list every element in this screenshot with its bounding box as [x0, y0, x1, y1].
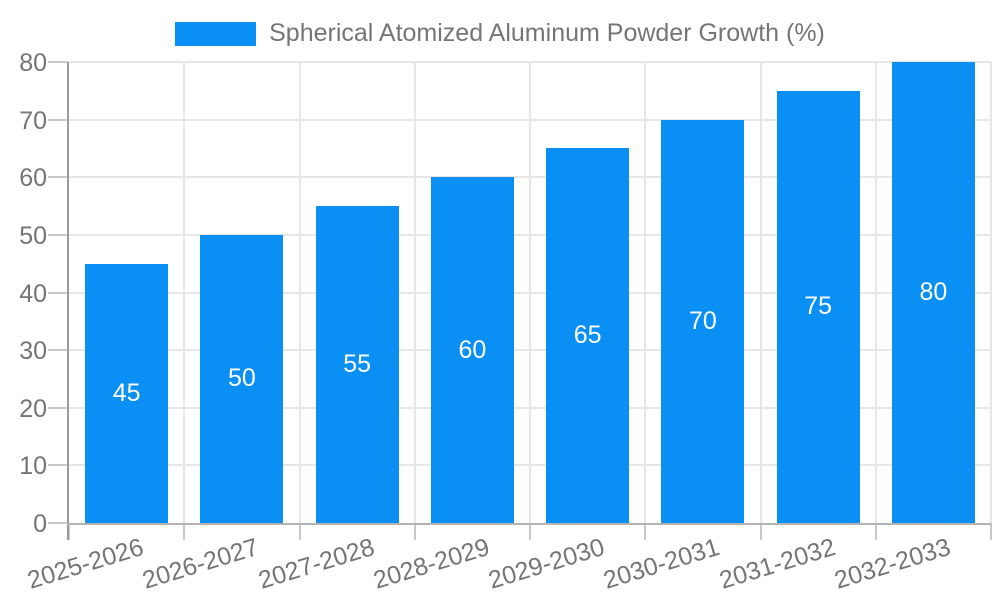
y-axis-tick — [48, 176, 68, 179]
x-axis-tick — [298, 523, 301, 540]
y-axis-label: 40 — [19, 279, 47, 308]
x-axis-tick — [68, 523, 70, 540]
bar[interactable]: 80 — [891, 62, 975, 523]
x-axis-tick — [874, 523, 877, 540]
bar-value-label: 80 — [919, 278, 948, 306]
y-axis-label: 80 — [19, 49, 47, 77]
y-axis-label: 30 — [19, 337, 47, 366]
bar-value-label: 50 — [227, 364, 256, 393]
y-axis-tick — [48, 522, 68, 524]
bar-value-label: 60 — [458, 335, 487, 364]
x-axis-tick — [990, 523, 992, 540]
x-axis-tick — [529, 523, 531, 540]
y-axis-label: 70 — [19, 106, 47, 135]
chart-legend[interactable]: Spherical Atomized Aluminum Powder Growt… — [0, 19, 1000, 48]
gridline-vertical — [990, 62, 992, 523]
legend-swatch-icon — [175, 21, 257, 46]
x-axis-tick — [644, 523, 647, 540]
y-axis-tick — [48, 233, 68, 236]
y-axis-tick — [48, 291, 68, 294]
y-axis-tick — [48, 406, 68, 409]
gridline-vertical — [759, 62, 762, 523]
y-axis-label: 50 — [19, 221, 47, 250]
bar-value-label: 45 — [112, 378, 141, 407]
bar[interactable]: 65 — [546, 148, 630, 523]
gridline-vertical — [183, 62, 186, 523]
y-axis-line — [67, 62, 69, 540]
x-axis-label: 2027-2028 — [254, 533, 378, 595]
y-axis-tick — [48, 118, 68, 121]
gridline-vertical — [644, 62, 647, 523]
gridline-vertical — [413, 62, 416, 523]
y-axis-label: 20 — [19, 394, 47, 423]
x-axis-line — [67, 523, 991, 525]
y-axis-label: 10 — [19, 452, 47, 481]
bar-value-label: 70 — [688, 306, 717, 335]
bar[interactable]: 75 — [776, 90, 860, 523]
x-axis-tick — [183, 523, 186, 540]
gridline-vertical — [874, 62, 877, 523]
legend-label: Spherical Atomized Aluminum Powder Growt… — [269, 19, 825, 47]
bar[interactable]: 55 — [315, 206, 399, 523]
x-axis-label: 2026-2027 — [139, 533, 263, 595]
bar-value-label: 75 — [804, 292, 833, 321]
gridline-vertical — [529, 62, 531, 523]
x-axis-label: 2028-2029 — [370, 533, 493, 595]
x-axis-label: 2032-2033 — [831, 533, 954, 595]
bar-value-label: 55 — [343, 350, 372, 379]
x-axis-tick — [413, 523, 416, 540]
y-axis-label: 0 — [33, 510, 47, 538]
bar[interactable]: 60 — [430, 177, 514, 523]
x-axis-label: 2025-2026 — [24, 533, 147, 595]
y-axis-tick — [48, 61, 68, 63]
y-axis-tick — [48, 349, 68, 352]
bar[interactable]: 45 — [85, 263, 169, 523]
gridline-vertical — [298, 62, 301, 523]
bar[interactable]: 50 — [200, 234, 284, 523]
x-axis-label: 2030-2031 — [600, 533, 724, 595]
y-axis-tick — [48, 464, 68, 467]
bar-value-label: 65 — [573, 321, 602, 350]
y-axis-label: 60 — [19, 164, 47, 193]
bar[interactable]: 70 — [661, 119, 745, 523]
x-axis-label: 2029-2030 — [485, 533, 608, 595]
x-axis-label: 2031-2032 — [715, 533, 839, 595]
x-axis-tick — [759, 523, 762, 540]
